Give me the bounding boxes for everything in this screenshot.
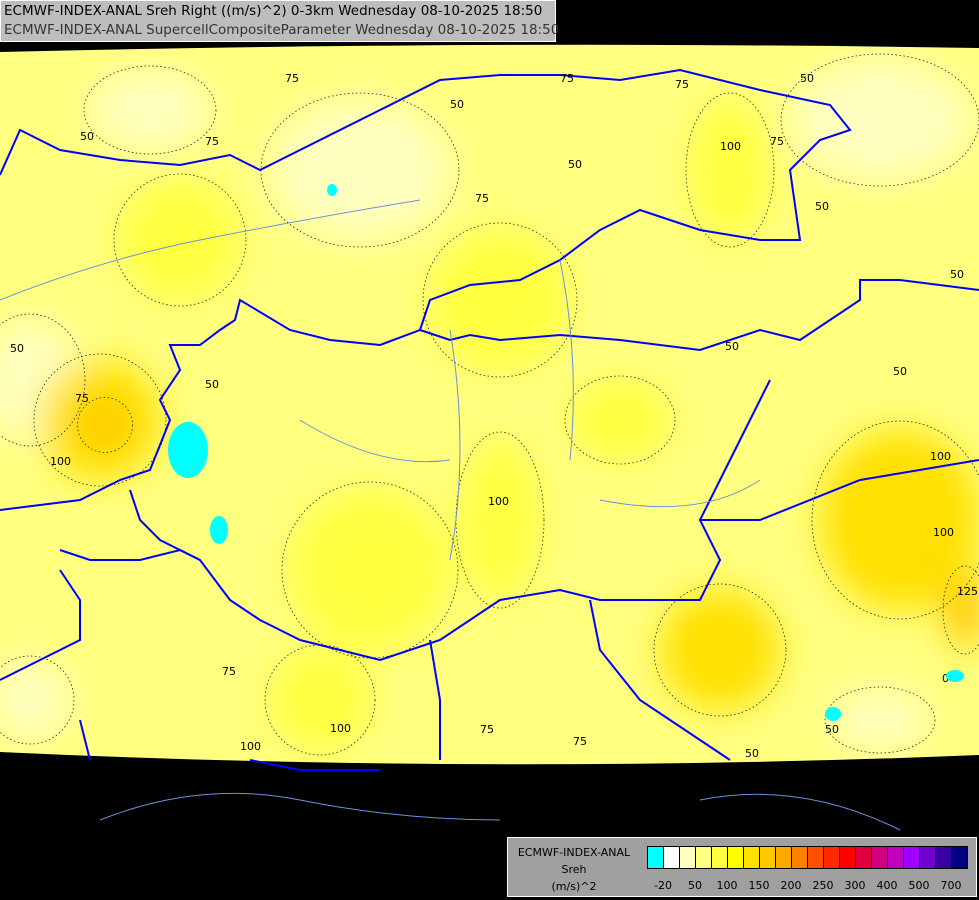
legend-swatch	[824, 847, 840, 868]
legend-tick: 100	[716, 879, 738, 892]
legend-swatch	[904, 847, 920, 868]
legend-swatch	[680, 847, 696, 868]
contour-label: 50	[450, 98, 464, 111]
legend-swatch	[664, 847, 680, 868]
contour-label: 100	[488, 495, 509, 508]
contour-label: 50	[893, 365, 907, 378]
title-line-2: ECMWF-INDEX-ANAL SupercellCompositeParam…	[4, 22, 560, 38]
contour-label: 50	[950, 268, 964, 281]
legend-swatch	[728, 847, 744, 868]
legend-title: ECMWF-INDEX-ANAL Sreh (m/s)^2	[510, 844, 638, 895]
legend-swatch	[696, 847, 712, 868]
legend-swatch	[792, 847, 808, 868]
sreh-field	[0, 60, 979, 750]
contour-labels: 75 50 75 50 75 75 50 100 75 50 75 50 50 50 50 75 100 50 10…	[10, 72, 978, 760]
contour-label: 50	[815, 200, 829, 213]
contour-label: 75	[475, 192, 489, 205]
legend-swatch	[936, 847, 952, 868]
contour-label: 75	[770, 135, 784, 148]
contour-label: 50	[10, 342, 24, 355]
contour-label: 100	[330, 722, 351, 735]
contour-label: 75	[205, 135, 219, 148]
negative-sreh-area	[946, 670, 964, 682]
contour-label: 75	[75, 392, 89, 405]
legend-swatch	[776, 847, 792, 868]
legend-tick: 500	[908, 879, 930, 892]
contour-label: 100	[240, 740, 261, 753]
legend-swatch	[856, 847, 872, 868]
legend-tick: 700	[940, 879, 962, 892]
legend-swatch	[648, 847, 664, 868]
contour-label: 50	[745, 747, 759, 760]
legend-swatch	[744, 847, 760, 868]
contour-label: 50	[205, 378, 219, 391]
legend-model: ECMWF-INDEX-ANAL	[517, 846, 631, 859]
contour-label: 75	[560, 72, 574, 85]
title-line-1: ECMWF-INDEX-ANAL Sreh Right ((m/s)^2) 0-…	[4, 3, 543, 19]
contour-label: 75	[675, 78, 689, 91]
contour-label: 50	[568, 158, 582, 171]
legend-tick: 250	[812, 879, 834, 892]
title-box: ECMWF-INDEX-ANAL Sreh Right ((m/s)^2) 0-…	[0, 0, 560, 42]
legend-swatch	[760, 847, 776, 868]
contour-label: 75	[573, 735, 587, 748]
legend-unit: (m/s)^2	[551, 880, 597, 893]
negative-sreh-area	[210, 516, 228, 544]
legend-variable: Sreh	[561, 863, 587, 876]
negative-sreh-area	[168, 422, 208, 478]
negative-sreh-area	[825, 707, 841, 721]
legend-swatch	[872, 847, 888, 868]
legend-swatch	[888, 847, 904, 868]
legend-tick: 150	[748, 879, 770, 892]
contour-label: 50	[80, 130, 94, 143]
legend-tick: 50	[688, 879, 702, 892]
contour-label: 100	[930, 450, 951, 463]
color-legend: ECMWF-INDEX-ANAL Sreh (m/s)^2 -20 50 100 15…	[507, 837, 977, 897]
contour-label: 50	[825, 723, 839, 736]
legend-tick: 300	[844, 879, 866, 892]
country-borders	[0, 68, 979, 831]
contour-label: 50	[725, 340, 739, 353]
legend-tick: 400	[876, 879, 898, 892]
legend-swatch	[952, 847, 967, 868]
legend-swatch	[920, 847, 936, 868]
legend-swatch	[712, 847, 728, 868]
negative-sreh-area	[327, 184, 337, 196]
legend-swatch	[840, 847, 856, 868]
legend-ticks: -20 50 100 150 200 250 300 400 500 700	[647, 879, 967, 893]
contour-label: 75	[222, 665, 236, 678]
legend-swatch	[808, 847, 824, 868]
contour-label: 75	[285, 72, 299, 85]
contour-label: 100	[933, 526, 954, 539]
legend-colorbar	[647, 846, 968, 869]
contour-label: 50	[800, 72, 814, 85]
contour-label: 75	[480, 723, 494, 736]
contour-label: 100	[50, 455, 71, 468]
contour-label: 100	[720, 140, 741, 153]
legend-tick: 200	[780, 879, 802, 892]
contour-label: 125	[957, 585, 978, 598]
contour-label: 0	[942, 672, 949, 685]
legend-tick: -20	[654, 879, 672, 892]
